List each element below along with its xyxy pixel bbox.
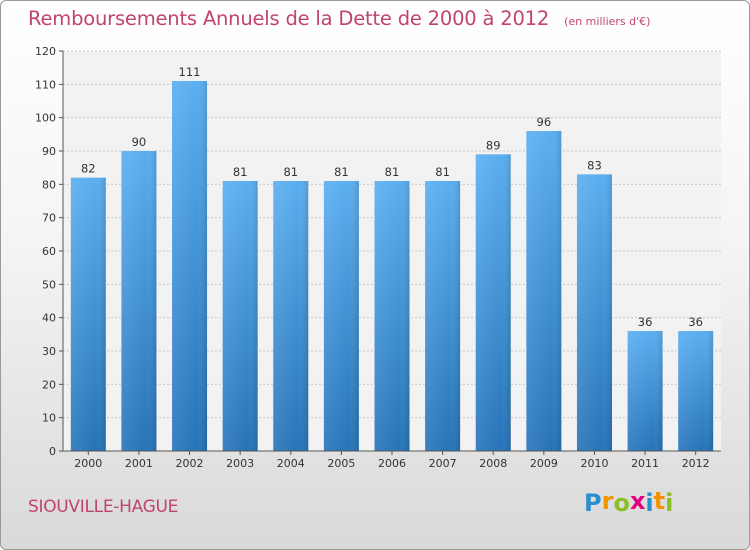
proxiti-logo: Proxiti	[584, 487, 674, 517]
bar-shade-2002	[172, 81, 208, 451]
bar-shade-2008	[475, 154, 511, 452]
x-tick-label-2008: 2008	[479, 457, 507, 470]
x-tick-label-2007: 2007	[429, 457, 457, 470]
bar-shade-2001	[121, 151, 157, 451]
x-tick-label-2002: 2002	[176, 457, 204, 470]
logo-letter: r	[601, 487, 614, 515]
y-tick-label: 80	[42, 178, 56, 191]
x-tick-label-2003: 2003	[226, 457, 254, 470]
value-label-2008: 89	[486, 138, 501, 152]
y-tick-label: 70	[42, 212, 56, 225]
bar-shade-2011	[627, 331, 663, 451]
y-tick-label: 0	[49, 445, 56, 458]
value-label-2001: 90	[132, 135, 147, 149]
bar-shade-2012	[678, 331, 714, 451]
x-tick-label-2006: 2006	[378, 457, 406, 470]
value-label-2011: 36	[638, 315, 653, 329]
logo-letter: t	[653, 487, 666, 515]
y-tick-label: 100	[35, 112, 56, 125]
y-tick-label: 30	[42, 345, 56, 358]
value-label-2012: 36	[688, 315, 703, 329]
x-tick-label-2012: 2012	[682, 457, 710, 470]
value-label-2007: 81	[435, 165, 450, 179]
y-tick-label: 60	[42, 245, 56, 258]
y-tick-label: 120	[35, 45, 56, 58]
bar-shade-2010	[576, 174, 612, 452]
x-tick-label-2000: 2000	[74, 457, 102, 470]
y-tick-label: 110	[35, 78, 56, 91]
logo-letter: x	[629, 487, 646, 515]
value-label-2006: 81	[385, 165, 400, 179]
bar-shade-2004	[273, 181, 309, 451]
value-label-2005: 81	[334, 165, 349, 179]
x-tick-label-2011: 2011	[631, 457, 659, 470]
x-tick-label-2009: 2009	[530, 457, 558, 470]
value-label-2003: 81	[233, 165, 248, 179]
logo-letter: o	[613, 489, 630, 517]
logo-letter: P	[584, 489, 602, 517]
commune-name: SIOUVILLE-HAGUE	[28, 497, 179, 517]
x-tick-label-2005: 2005	[327, 457, 355, 470]
logo-letter: i	[665, 489, 674, 517]
y-tick-label: 10	[42, 412, 56, 425]
value-label-2010: 83	[587, 158, 602, 172]
bar-shade-2003	[222, 181, 258, 451]
bar-shade-2007	[425, 181, 461, 451]
bar-layer: 82 90 111 81 81 81 81 81 89 96 83 36 36	[70, 65, 714, 452]
y-tick-label: 40	[42, 312, 56, 325]
y-tick-label: 90	[42, 145, 56, 158]
x-tick-label-2001: 2001	[125, 457, 153, 470]
y-tick-label: 20	[42, 378, 56, 391]
chart-unit: (en milliers d'€)	[564, 15, 651, 28]
bar-shade-2005	[323, 181, 359, 451]
axis-layer: 0 10 20 30 40 50 60 70 80 90 100 110 120 2000 2001 2002…	[35, 45, 721, 470]
value-label-2002: 111	[179, 65, 201, 79]
value-label-2004: 81	[283, 165, 298, 179]
title-row: Remboursements Annuels de la Dette de 20…	[28, 7, 650, 30]
y-tick-label: 50	[42, 278, 56, 291]
bar-shade-2000	[70, 177, 106, 451]
bar-shade-2009	[526, 131, 562, 451]
value-label-2009: 96	[537, 115, 552, 129]
chart-title: Remboursements Annuels de la Dette de 20…	[28, 7, 550, 30]
value-label-2000: 82	[81, 162, 96, 176]
bar-shade-2006	[374, 181, 410, 451]
x-tick-label-2004: 2004	[277, 457, 305, 470]
logo-letter: i	[645, 489, 654, 517]
x-tick-label-2010: 2010	[580, 457, 608, 470]
